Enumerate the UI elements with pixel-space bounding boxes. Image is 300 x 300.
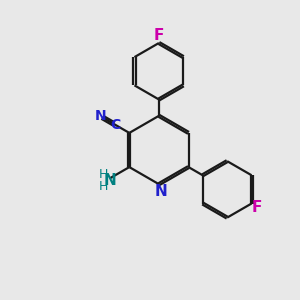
Text: C: C xyxy=(110,118,121,132)
Text: H: H xyxy=(99,180,108,193)
Text: F: F xyxy=(154,28,164,43)
Text: N: N xyxy=(95,110,106,123)
Text: N: N xyxy=(103,173,116,188)
Text: H: H xyxy=(99,168,108,181)
Text: N: N xyxy=(155,184,168,199)
Text: F: F xyxy=(252,200,262,215)
